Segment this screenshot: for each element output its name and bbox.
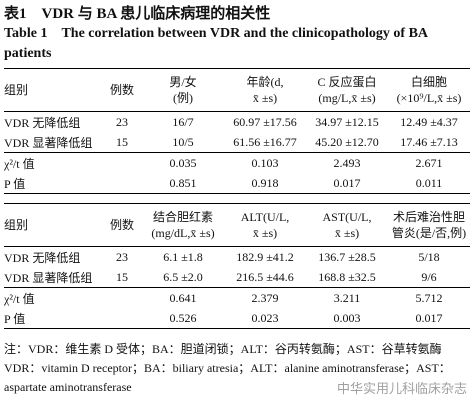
cell: 60.97 ±17.56 — [233, 114, 297, 129]
cell: VDR 显著降低组 — [4, 135, 93, 150]
header-text: 管炎(是/否,例) — [391, 226, 467, 240]
cell: 3.211 — [306, 287, 388, 308]
cell: 0.023 — [251, 310, 279, 325]
cell: 0.035 — [142, 152, 224, 173]
header-text: 例数 — [109, 218, 134, 232]
cell: 10/5 — [172, 134, 194, 149]
cell: 34.97 ±12.15 — [315, 114, 379, 129]
header-cell: 年龄(d, x̄ ±s) — [224, 69, 306, 112]
cell: 2.493 — [306, 152, 388, 173]
header-text: 术后难治性胆 — [392, 210, 465, 224]
cell: 9/6 — [421, 269, 437, 284]
cell: 6.5 ±2.0 — [163, 269, 203, 284]
cell: 0.011 — [415, 175, 443, 190]
cell: 15 — [116, 134, 128, 149]
header-cell: 例数 — [102, 69, 142, 112]
note: 注：VDR：维生素 D 受体；BA：胆道闭锁；ALT：谷丙转氨酶；AST：谷草转… — [4, 342, 454, 394]
cell: 0.103 — [224, 152, 306, 173]
header-cell: 例数 — [102, 204, 142, 247]
header-text: (mg/L,x̄ ±s) — [318, 91, 376, 105]
cell: 136.7 ±28.5 — [318, 249, 376, 264]
title-cn: 表1 VDR 与 BA 患儿临床病理的相关性 — [4, 6, 271, 22]
row: χ²/t 值 0.035 0.103 2.493 2.671 — [4, 152, 470, 173]
header-text: (mg/dL,x̄ ±s) — [151, 226, 215, 240]
cell: 15 — [116, 269, 128, 284]
row: VDR 显著降低组 15 6.5 ±2.0 216.5 ±44.6 168.8 ±32.… — [4, 267, 470, 288]
row: VDR 显著降低组 15 10/5 61.56 ±16.77 45.20 ±12.70 1… — [4, 132, 470, 153]
row: VDR 无降低组 23 6.1 ±1.8 182.9 ±41.2 136.7 ±28.5… — [4, 247, 470, 268]
cell: 23 — [116, 114, 128, 129]
header-text: 男/女 — [169, 75, 197, 89]
header-text: x̄ ±s) — [252, 226, 278, 240]
header-text: 白细胞 — [410, 75, 447, 89]
header-text: AST(U/L, — [322, 210, 372, 224]
cell: 0.003 — [333, 310, 361, 325]
cell: P 值 — [4, 176, 26, 191]
cell: χ²/t 值 — [4, 152, 142, 173]
header-text: (例) — [173, 91, 193, 105]
header-cell: C 反应蛋白 (mg/L,x̄ ±s) — [306, 69, 388, 112]
cell: 2.671 — [388, 152, 470, 173]
cell: 2.379 — [224, 287, 306, 308]
cell: 0.918 — [251, 175, 279, 190]
cell: VDR 显著降低组 — [4, 270, 93, 285]
header-text: ALT(U/L, — [240, 210, 290, 224]
cell: 0.641 — [142, 287, 224, 308]
cell: 45.20 ±12.70 — [315, 134, 379, 149]
table: 组别 例数 男/女 (例) 年龄(d, x̄ ±s) C 反应蛋白 (mg/L,x̄ ±s) 白… — [4, 68, 470, 194]
header-text: C 反应蛋白 — [317, 75, 377, 89]
cell: 5/18 — [418, 249, 440, 264]
row: χ²/t 值 0.641 2.379 3.211 5.712 — [4, 287, 470, 308]
title-en: Table 1 The correlation between VDR and … — [4, 26, 428, 61]
header-text: x̄ ±s) — [334, 226, 360, 240]
header-text: (×10⁹/L,x̄ ±s) — [396, 91, 462, 105]
cell: 182.9 ±41.2 — [236, 249, 294, 264]
cell: 61.56 ±16.77 — [233, 134, 297, 149]
cell: 16/7 — [172, 114, 194, 129]
header-row: 组别 例数 男/女 (例) 年龄(d, x̄ ±s) C 反应蛋白 (mg/L,x̄ ±s) 白… — [4, 69, 470, 112]
cell: 17.46 ±7.13 — [400, 134, 458, 149]
header-text: 组别 — [4, 218, 29, 232]
cell: P 值 — [4, 311, 26, 326]
header-cell: 男/女 (例) — [142, 69, 224, 112]
table: 组别 例数 结合胆红素 (mg/dL,x̄ ±s) ALT(U/L, x̄ ±s) AST(… — [4, 203, 470, 329]
cell: 6.1 ±1.8 — [163, 249, 203, 264]
header-text: 组别 — [4, 83, 29, 97]
row: P 值 0.526 0.023 0.003 0.017 — [4, 308, 470, 329]
cell: 216.5 ±44.6 — [236, 269, 294, 284]
header-text: x̄ ±s) — [252, 91, 278, 105]
cell: 0.851 — [169, 175, 197, 190]
cell: 0.017 — [415, 310, 443, 325]
header-cell: AST(U/L, x̄ ±s) — [306, 204, 388, 247]
cell: VDR 无降低组 — [4, 250, 81, 265]
header-cell: 术后难治性胆 管炎(是/否,例) — [388, 204, 470, 247]
header-cell: 组别 — [4, 69, 102, 112]
watermark: 中华实用儿科临床杂志 — [336, 382, 467, 397]
cell: 23 — [116, 249, 128, 264]
header-cell: 结合胆红素 (mg/dL,x̄ ±s) — [142, 204, 224, 247]
header-cell: 组别 — [4, 204, 102, 247]
header-cell: 白细胞 (×10⁹/L,x̄ ±s) — [388, 69, 470, 112]
row: VDR 无降低组 23 16/7 60.97 ±17.56 34.97 ±12.15 12… — [4, 112, 470, 133]
cell: 168.8 ±32.5 — [318, 269, 376, 284]
header-text: 年龄(d, — [246, 75, 284, 89]
row: P 值 0.851 0.918 0.017 0.011 — [4, 173, 470, 194]
header-text: 结合胆红素 — [152, 210, 213, 224]
cell: 12.49 ±4.37 — [400, 114, 458, 129]
header-text: 例数 — [109, 83, 134, 97]
cell: VDR 无降低组 — [4, 115, 81, 130]
cell: 0.526 — [169, 310, 197, 325]
cell: χ²/t 值 — [4, 287, 142, 308]
header-row: 组别 例数 结合胆红素 (mg/dL,x̄ ±s) ALT(U/L, x̄ ±s) AST(… — [4, 204, 470, 247]
cell: 0.017 — [333, 175, 361, 190]
cell: 5.712 — [388, 287, 470, 308]
header-cell: ALT(U/L, x̄ ±s) — [224, 204, 306, 247]
